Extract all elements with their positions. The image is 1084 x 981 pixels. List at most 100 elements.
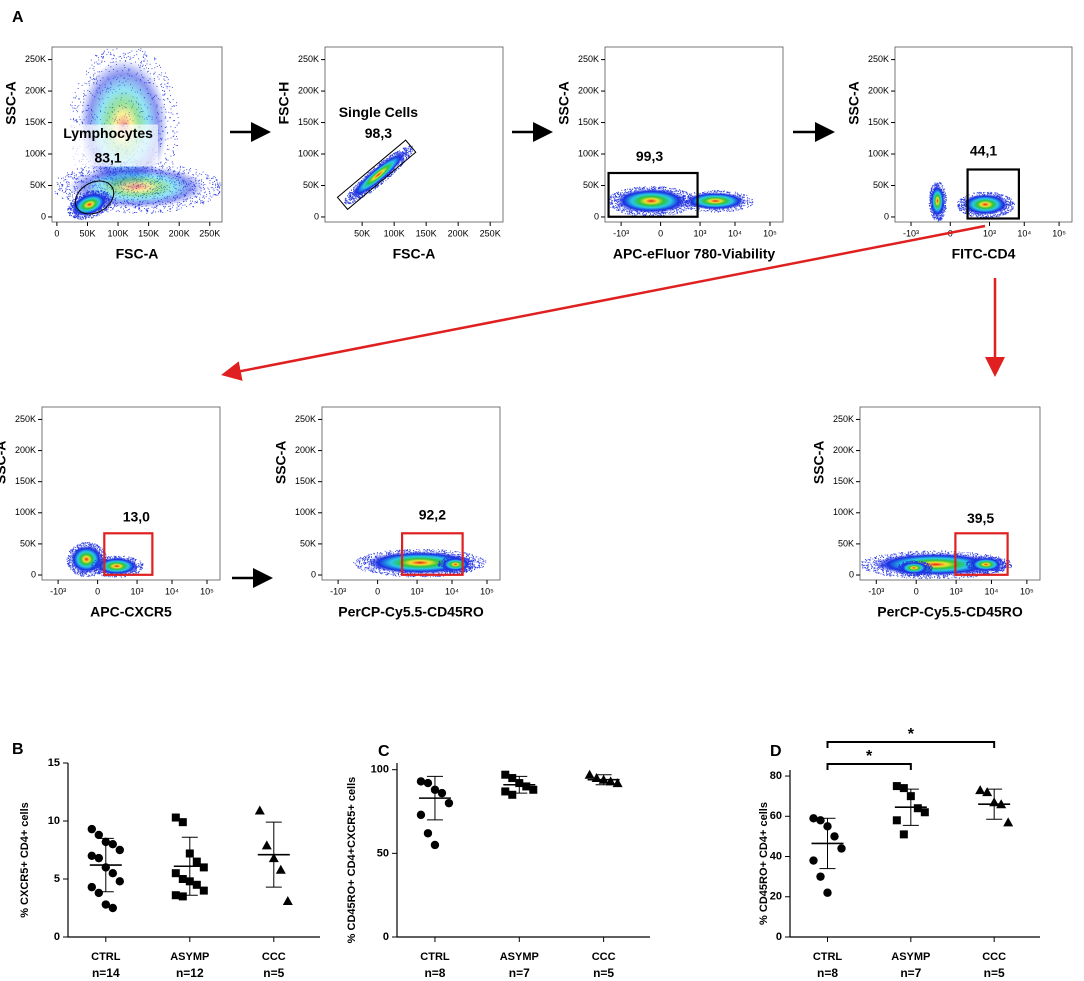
event-dot <box>76 121 78 123</box>
event-dot <box>84 167 85 169</box>
event-dot <box>163 207 165 209</box>
event-dot <box>81 172 83 174</box>
event-dot <box>164 90 166 92</box>
event-dot <box>654 186 656 188</box>
event-dot <box>612 207 614 209</box>
event-dot <box>170 112 172 114</box>
event-dot <box>627 213 629 215</box>
event-dot <box>154 71 156 73</box>
event-dot <box>68 213 70 214</box>
event-dot <box>378 184 380 186</box>
event-dot <box>158 78 160 80</box>
event-dot <box>615 205 617 206</box>
event-dot <box>148 207 150 209</box>
event-dot <box>619 207 621 209</box>
event-dot <box>143 60 144 62</box>
event-dot <box>344 198 346 200</box>
event-dot <box>167 120 169 122</box>
event-dot <box>103 51 105 53</box>
event-dot <box>350 193 351 195</box>
event-dot <box>142 51 144 52</box>
event-dot <box>71 101 73 103</box>
event-dot <box>68 176 70 177</box>
event-dot <box>200 200 202 202</box>
event-dot <box>180 207 182 209</box>
event-dot <box>75 95 77 97</box>
event-dot <box>207 187 209 189</box>
event-dot <box>91 191 93 192</box>
event-dot <box>151 68 153 70</box>
event-dot <box>72 198 74 200</box>
event-dot <box>405 158 407 160</box>
event-dot <box>204 184 206 185</box>
event-dot <box>389 175 391 177</box>
event-dot <box>110 54 112 56</box>
event-dot <box>206 178 208 180</box>
event-dot <box>350 203 352 205</box>
event-dot <box>146 212 148 214</box>
event-dot <box>98 214 100 216</box>
event-dot <box>614 202 616 204</box>
event-dot <box>355 184 357 186</box>
event-dot <box>96 190 98 192</box>
event-dot <box>76 120 78 122</box>
event-dot <box>163 94 165 96</box>
event-dot <box>194 201 196 203</box>
event-dot <box>127 209 129 211</box>
event-dot <box>112 208 114 210</box>
event-dot <box>95 54 97 56</box>
event-dot <box>206 178 208 180</box>
event-dot <box>123 55 125 57</box>
event-dot <box>160 84 162 86</box>
event-dot <box>345 199 347 201</box>
event-dot <box>87 191 89 193</box>
event-dot <box>381 182 383 184</box>
event-dot <box>184 204 186 206</box>
event-dot <box>81 216 83 218</box>
event-dot <box>139 62 141 64</box>
event-dot <box>69 214 71 216</box>
event-dot <box>403 159 405 161</box>
event-dot <box>629 211 631 213</box>
event-dot <box>411 149 413 151</box>
event-dot <box>677 190 679 192</box>
event-dot <box>154 59 155 61</box>
event-dot <box>410 151 412 153</box>
event-dot <box>110 206 112 208</box>
event-dot <box>359 196 361 197</box>
event-dot <box>76 168 78 170</box>
event-dot <box>403 149 405 151</box>
event-dot <box>403 147 404 149</box>
event-dot <box>113 55 115 57</box>
event-dot <box>685 191 687 193</box>
event-dot <box>146 60 148 62</box>
event-dot <box>167 82 169 84</box>
event-dot <box>367 172 369 174</box>
event-dot <box>153 73 154 75</box>
event-dot <box>651 214 653 216</box>
event-dot <box>115 210 117 212</box>
event-dot <box>115 58 117 60</box>
event-dot <box>86 217 88 219</box>
event-dot <box>82 96 84 98</box>
event-dot <box>109 201 111 203</box>
event-dot <box>634 214 636 216</box>
event-dot <box>106 195 108 197</box>
event-dot <box>62 189 64 191</box>
event-dot <box>170 101 171 103</box>
event-dot <box>56 182 58 184</box>
event-dot <box>61 178 62 180</box>
event-dot <box>349 196 351 198</box>
event-dot <box>129 59 131 61</box>
event-dot <box>116 48 118 50</box>
event-dot <box>380 162 382 164</box>
event-dot <box>205 196 207 198</box>
event-dot <box>167 145 169 147</box>
event-dot <box>207 175 209 177</box>
event-dot <box>345 198 347 200</box>
event-dot <box>214 180 215 182</box>
event-dot <box>209 195 211 197</box>
event-dot <box>167 79 169 81</box>
event-dot <box>133 55 135 57</box>
event-dot <box>63 192 65 193</box>
